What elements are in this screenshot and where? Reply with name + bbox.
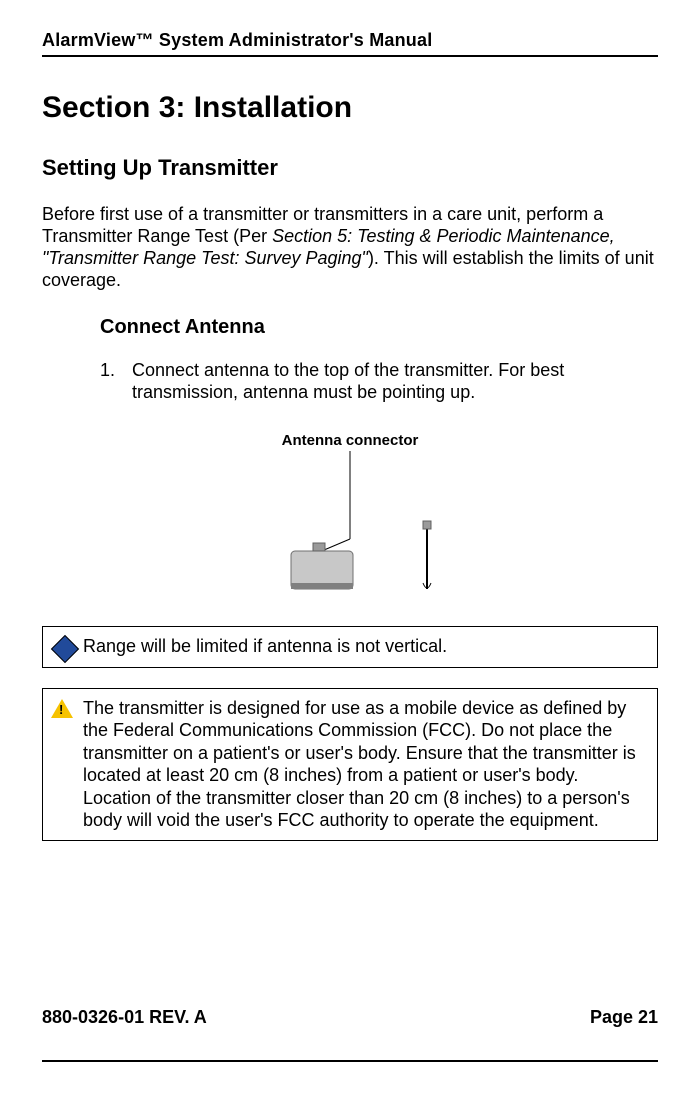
figure-label: Antenna connector xyxy=(220,432,480,449)
header-rule xyxy=(42,55,658,57)
step-1: 1. Connect antenna to the top of the tra… xyxy=(100,359,658,404)
warning-triangle-icon xyxy=(51,699,73,718)
step-1-text: Connect antenna to the top of the transm… xyxy=(132,359,658,404)
footer-doc-number: 880-0326-01 REV. A xyxy=(42,1007,207,1028)
warning-text: The transmitter is designed for use as a… xyxy=(83,697,647,832)
step-1-number: 1. xyxy=(100,359,132,404)
intro-paragraph: Before first use of a transmitter or tra… xyxy=(42,203,658,292)
section-title: Section 3: Installation xyxy=(42,91,658,125)
note-icon-cell xyxy=(53,635,83,659)
warning-box: The transmitter is designed for use as a… xyxy=(42,688,658,841)
connect-antenna-heading: Connect Antenna xyxy=(100,316,658,339)
diamond-icon xyxy=(51,634,79,662)
footer-page-number: Page 21 xyxy=(590,1007,658,1028)
footer: 880-0326-01 REV. A Page 21 xyxy=(0,1060,700,1062)
antenna-connector-diagram xyxy=(235,451,465,596)
footer-rule xyxy=(42,1060,658,1062)
note-text: Range will be limited if antenna is not … xyxy=(83,635,447,658)
page: AlarmView™ System Administrator's Manual… xyxy=(0,0,700,1096)
warning-icon-cell xyxy=(53,697,83,718)
antenna-figure: Antenna connector xyxy=(220,432,480,596)
subsection-title: Setting Up Transmitter xyxy=(42,155,658,181)
note-box: Range will be limited if antenna is not … xyxy=(42,626,658,668)
manual-title: AlarmView™ System Administrator's Manual xyxy=(42,30,658,51)
